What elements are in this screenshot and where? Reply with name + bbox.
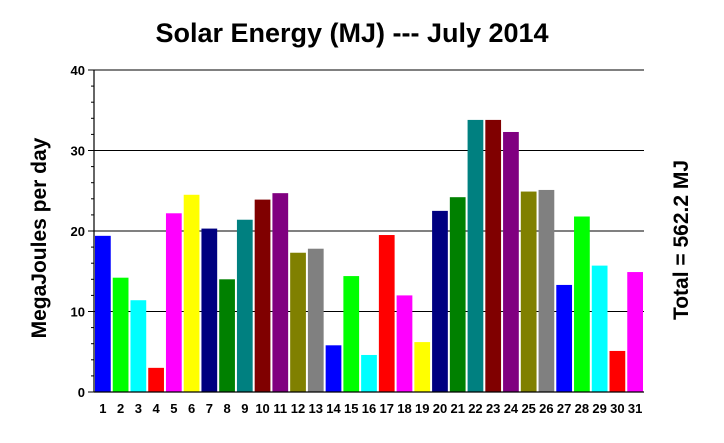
x-tick-labels: 1 2 3 4 5 6 7 8 9 10 11 12 13 14 15 16 17 18 19 20 21 22 23 24 2…: [99, 401, 642, 416]
x-tick-label: 6: [188, 401, 195, 416]
axes: [88, 69, 644, 393]
bar-day-11: [272, 193, 289, 392]
x-tick-label: 31: [628, 401, 642, 416]
x-tick-label: 29: [592, 401, 606, 416]
x-tick-label: 28: [575, 401, 589, 416]
bar-day-1: [95, 235, 111, 392]
bar-day-24: [503, 131, 519, 393]
x-tick-label: 21: [450, 401, 464, 416]
bar-day-7: [201, 228, 218, 392]
x-tick-label: 4: [152, 401, 160, 416]
bar-day-23: [485, 119, 502, 392]
x-tick-label: 9: [241, 401, 248, 416]
x-tick-label: 17: [380, 401, 394, 416]
bar-day-28: [574, 216, 590, 392]
bar-day-29: [591, 265, 608, 392]
bar-day-16: [361, 354, 377, 392]
x-tick-label: 26: [539, 401, 553, 416]
bar-day-8: [219, 279, 235, 392]
x-tick-label: 27: [557, 401, 571, 416]
bar-day-18: [396, 295, 413, 392]
x-tick-label: 19: [415, 401, 429, 416]
bar-day-5: [165, 213, 182, 392]
bar-day-17: [378, 235, 395, 392]
x-tick-label: 14: [326, 401, 341, 416]
x-tick-label: 24: [504, 401, 519, 416]
x-tick-label: 3: [135, 401, 142, 416]
x-tick-label: 15: [344, 401, 358, 416]
bar-day-25: [520, 191, 537, 392]
x-tick-label: 30: [610, 401, 624, 416]
bar-day-21: [449, 197, 466, 392]
bar-day-9: [236, 219, 253, 392]
bar-day-15: [343, 276, 360, 392]
bar-day-3: [130, 300, 147, 392]
x-tick-label: 25: [521, 401, 535, 416]
x-tick-label: 10: [255, 401, 269, 416]
y-tick-labels: 0 10 20 30 40: [71, 63, 85, 400]
bar-day-27: [556, 284, 573, 392]
x-tick-label: 1: [99, 401, 106, 416]
bar-day-19: [414, 342, 431, 392]
total-label: Total = 562.2 MJ: [670, 160, 693, 320]
x-tick-label: 20: [433, 401, 447, 416]
y-axis-label: MegaJoules per day: [28, 137, 51, 338]
x-tick-label: 2: [117, 401, 124, 416]
bar-day-31: [627, 272, 643, 392]
y-tick-label: 40: [71, 63, 85, 78]
bar-day-6: [183, 194, 200, 392]
bar-day-10: [254, 199, 271, 392]
x-tick-label: 5: [170, 401, 177, 416]
x-tick-label: 16: [362, 401, 376, 416]
chart-title: Solar Energy (MJ) --- July 2014: [155, 18, 548, 48]
x-tick-label: 22: [468, 401, 482, 416]
bars: [95, 119, 643, 393]
bar-day-12: [290, 252, 306, 392]
y-tick-label: 20: [71, 224, 85, 239]
bar-day-2: [112, 277, 129, 392]
bar-day-13: [307, 248, 324, 392]
x-tick-label: 18: [397, 401, 411, 416]
bar-day-26: [538, 189, 555, 392]
x-tick-label: 11: [273, 401, 287, 416]
y-tick-label: 30: [71, 144, 85, 159]
bar-day-4: [148, 367, 164, 392]
x-tick-label: 7: [206, 401, 213, 416]
x-tick-label: 13: [309, 401, 323, 416]
bar-day-22: [467, 119, 484, 392]
x-tick-label: 8: [223, 401, 230, 416]
bar-day-30: [609, 350, 626, 392]
y-tick-label: 0: [78, 385, 85, 400]
bar-day-14: [325, 345, 342, 392]
x-tick-label: 12: [291, 401, 305, 416]
x-tick-label: 23: [486, 401, 500, 416]
bar-day-20: [432, 210, 448, 392]
y-tick-label: 10: [71, 305, 85, 320]
